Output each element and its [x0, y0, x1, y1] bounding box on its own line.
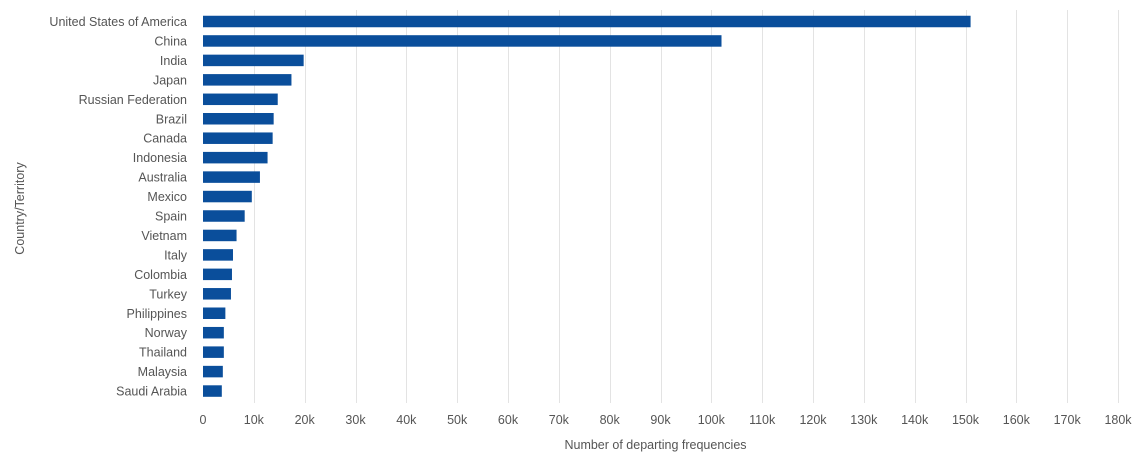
category-label: China — [154, 34, 187, 48]
bar[interactable] — [203, 113, 274, 125]
x-tick-label: 150k — [952, 413, 980, 427]
category-label: Indonesia — [133, 151, 187, 165]
category-label: Canada — [143, 132, 187, 146]
bar[interactable] — [203, 54, 304, 67]
x-tick-label: 80k — [600, 413, 621, 427]
bars — [203, 15, 971, 397]
bar[interactable] — [203, 346, 224, 358]
x-tick-label: 30k — [345, 413, 366, 427]
bar[interactable] — [203, 151, 268, 164]
x-tick-label: 50k — [447, 413, 468, 427]
category-label: Russian Federation — [79, 93, 187, 107]
x-tick-label: 60k — [498, 413, 519, 427]
x-tick-label: 180k — [1104, 413, 1132, 427]
category-label: Saudi Arabia — [116, 385, 187, 399]
category-label: Australia — [138, 171, 187, 185]
x-tick-label: 0 — [200, 413, 207, 427]
category-labels: United States of America China India Japan R… — [49, 15, 187, 399]
x-tick-label: 170k — [1054, 413, 1082, 427]
bar[interactable] — [203, 210, 245, 222]
y-axis-title: Country/Territory — [13, 162, 27, 255]
bar[interactable] — [203, 35, 722, 47]
bar[interactable] — [203, 171, 260, 183]
category-label: United States of America — [49, 15, 187, 29]
x-tick-label: 110k — [749, 413, 776, 427]
x-tick-label: 140k — [901, 413, 929, 427]
bar[interactable] — [203, 93, 278, 106]
x-tick-label: 100k — [698, 413, 726, 427]
bar[interactable] — [203, 288, 231, 300]
x-axis-title: Number of departing frequencies — [564, 438, 746, 452]
category-label: Vietnam — [141, 229, 187, 243]
bar[interactable] — [203, 190, 252, 203]
x-tick-label: 70k — [549, 413, 570, 427]
bar[interactable] — [203, 385, 222, 397]
category-label: Norway — [145, 326, 188, 340]
bar[interactable] — [203, 326, 224, 339]
category-label: Mexico — [147, 190, 187, 204]
bar[interactable] — [203, 268, 232, 281]
x-tick-label: 40k — [396, 413, 417, 427]
x-tick-label: 10k — [244, 413, 265, 427]
x-tick-label: 20k — [295, 413, 316, 427]
category-label: Thailand — [139, 346, 187, 360]
gridlines — [254, 10, 1119, 403]
category-label: Malaysia — [138, 365, 187, 379]
bar[interactable] — [203, 74, 292, 86]
x-tick-label: 160k — [1003, 413, 1031, 427]
bar[interactable] — [203, 249, 233, 261]
category-label: Brazil — [156, 112, 187, 126]
category-label: Italy — [164, 248, 188, 262]
category-label: Japan — [153, 73, 187, 87]
bar[interactable] — [203, 132, 273, 144]
category-label: Turkey — [149, 287, 187, 301]
x-tick-label: 90k — [650, 413, 671, 427]
category-label: Colombia — [134, 268, 187, 282]
x-tick-label: 120k — [799, 413, 827, 427]
category-label: Spain — [155, 210, 187, 224]
category-label: India — [160, 54, 187, 68]
bar[interactable] — [203, 365, 223, 378]
category-label: Philippines — [127, 307, 187, 321]
bar[interactable] — [203, 229, 237, 242]
x-tick-label: 130k — [850, 413, 878, 427]
bar[interactable] — [203, 307, 226, 320]
x-tick-labels: 0 10k 20k 30k 40k 50k 60k 70k 80k 90k 100k 110k 120k… — [200, 413, 1133, 427]
bar[interactable] — [203, 15, 971, 28]
